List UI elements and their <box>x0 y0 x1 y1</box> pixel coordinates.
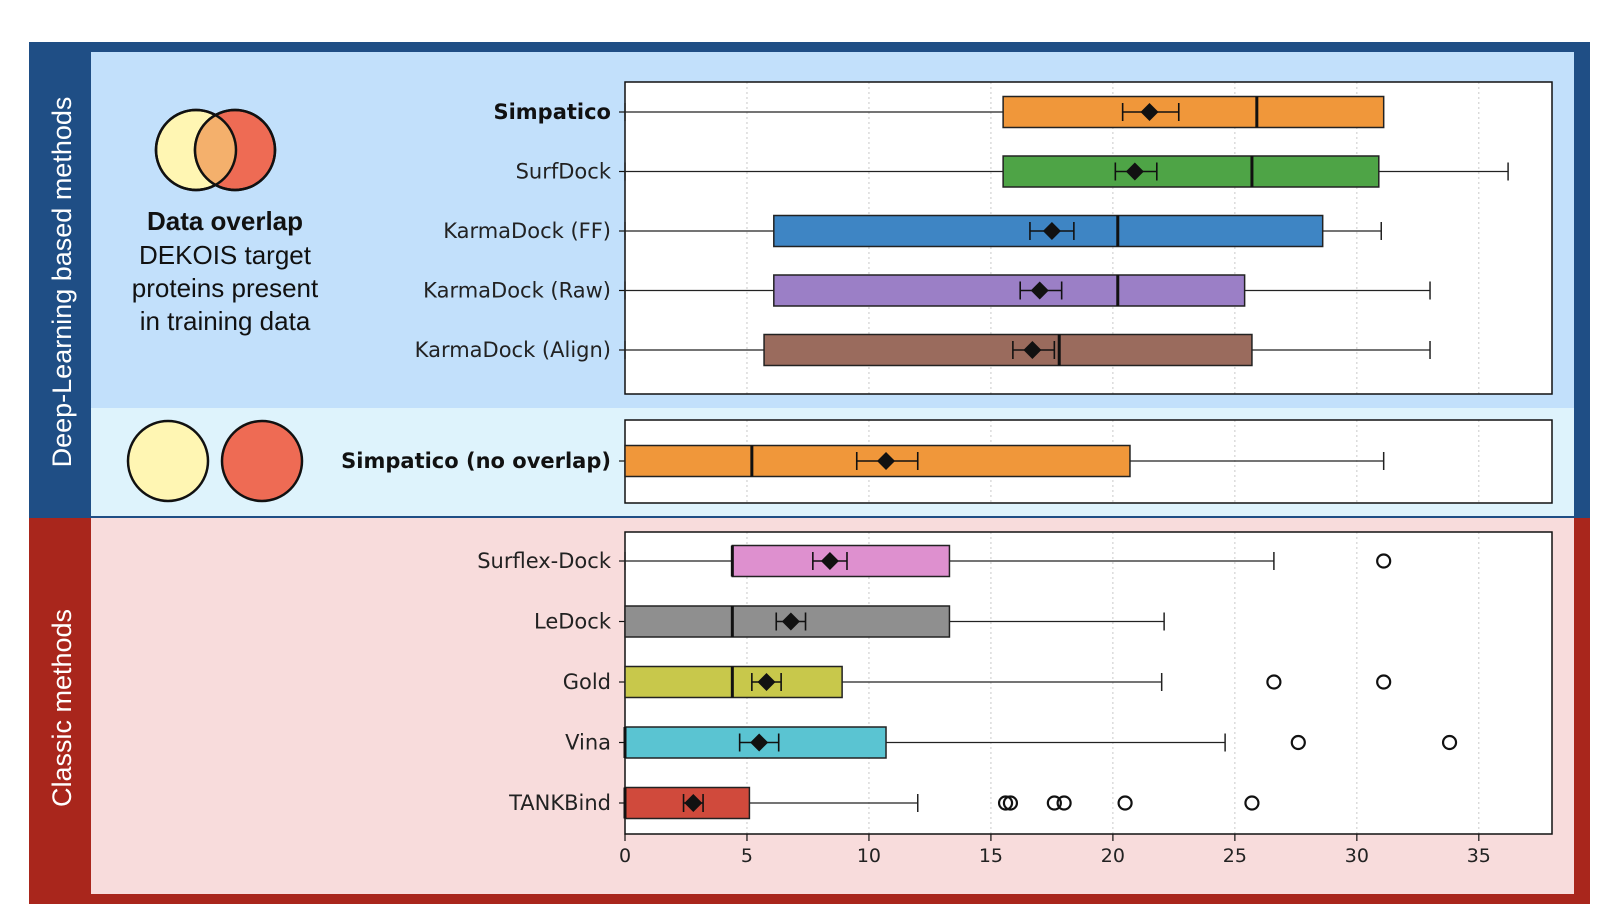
outlier-point <box>1290 734 1306 751</box>
venn-left-circle <box>126 419 210 503</box>
x-tick-label: 20 <box>1101 845 1125 867</box>
box-iqr <box>763 333 1253 367</box>
category-label: LeDock <box>534 610 612 634</box>
mean-marker <box>1023 341 1042 359</box>
overlap-note-title: Data overlap <box>147 206 303 236</box>
mean-marker <box>1030 281 1049 300</box>
overlap-note-line: DEKOIS target <box>139 240 312 270</box>
box-series: KarmaDock (Align) <box>415 333 1431 367</box>
mean-marker <box>820 552 839 570</box>
mean-marker <box>750 733 769 752</box>
overlap-note-line: in training data <box>140 306 311 336</box>
mean-marker <box>877 452 896 470</box>
x-tick-label: 5 <box>741 845 753 867</box>
outlier-point <box>1056 795 1072 811</box>
category-label: SurfDock <box>516 160 612 184</box>
outlier-point <box>1376 553 1392 569</box>
box-series: Simpatico (no overlap) <box>341 444 1385 478</box>
chart-panels: Simpatico SurfDock KarmaDock (FF) KarmaDock… <box>341 81 1553 867</box>
category-label: Simpatico (no overlap) <box>341 449 611 473</box>
category-label: KarmaDock (Raw) <box>423 279 611 303</box>
box-series: Gold <box>563 665 1392 699</box>
box-series: KarmaDock (Raw) <box>423 274 1431 307</box>
box-series: TANKBind <box>508 786 1260 820</box>
outlier-point <box>1002 795 1019 811</box>
mean-marker <box>781 612 800 631</box>
x-tick-label: 30 <box>1345 845 1369 867</box>
outlier-point <box>997 795 1014 811</box>
box-series: Surflex-Dock <box>477 544 1392 578</box>
category-label: Vina <box>565 731 611 755</box>
box-iqr <box>1002 155 1380 188</box>
category-label: Simpatico <box>493 100 611 124</box>
outlier-point <box>1376 674 1392 690</box>
venn-right-circle <box>220 419 304 503</box>
chart-panel-classic: Surflex-Dock LeDock Gold Vina TANKBind 0 5 10 15… <box>477 531 1553 867</box>
outlier-point <box>1117 795 1133 811</box>
deep-learning-section-label: Deep-Learning based methods <box>47 97 77 468</box>
venn-intersection <box>195 115 236 185</box>
x-tick-label: 25 <box>1223 845 1247 867</box>
chart-panel-deep-learning: Simpatico SurfDock KarmaDock (FF) KarmaDock… <box>415 81 1553 395</box>
mean-marker <box>1042 222 1061 240</box>
category-label: Gold <box>563 670 611 694</box>
box-iqr <box>773 274 1246 307</box>
venn-overlap-diagram <box>154 108 277 192</box>
outlier-point <box>1441 734 1458 751</box>
chart-panel-no-overlap: Simpatico (no overlap) <box>341 419 1553 504</box>
outlier-point <box>1046 795 1062 811</box>
category-label: TANKBind <box>508 791 611 815</box>
classic-section-label: Classic methods <box>47 609 77 807</box>
mean-marker <box>1140 103 1159 121</box>
x-tick-label: 15 <box>979 845 1003 867</box>
mean-marker <box>757 673 776 691</box>
category-label: Surflex-Dock <box>477 549 612 573</box>
venn-no-overlap-diagram <box>126 419 304 503</box>
x-tick-label: 10 <box>857 845 881 867</box>
box-series: SurfDock <box>516 155 1509 188</box>
x-tick-label: 0 <box>619 845 631 867</box>
overlap-note-line: proteins present <box>132 273 319 303</box>
mean-marker <box>684 794 703 812</box>
category-label: KarmaDock (Align) <box>415 338 611 362</box>
box-series: Vina <box>565 726 1458 759</box>
outlier-point <box>1266 674 1282 690</box>
box-iqr <box>1002 95 1385 129</box>
box-series: KarmaDock (FF) <box>443 214 1382 248</box>
category-label: KarmaDock (FF) <box>443 219 611 243</box>
x-tick-label: 35 <box>1467 845 1491 867</box>
mean-marker <box>1125 162 1144 181</box>
box-series: LeDock <box>534 605 1165 638</box>
box-series: Simpatico <box>493 95 1385 129</box>
outlier-point <box>1244 795 1260 811</box>
